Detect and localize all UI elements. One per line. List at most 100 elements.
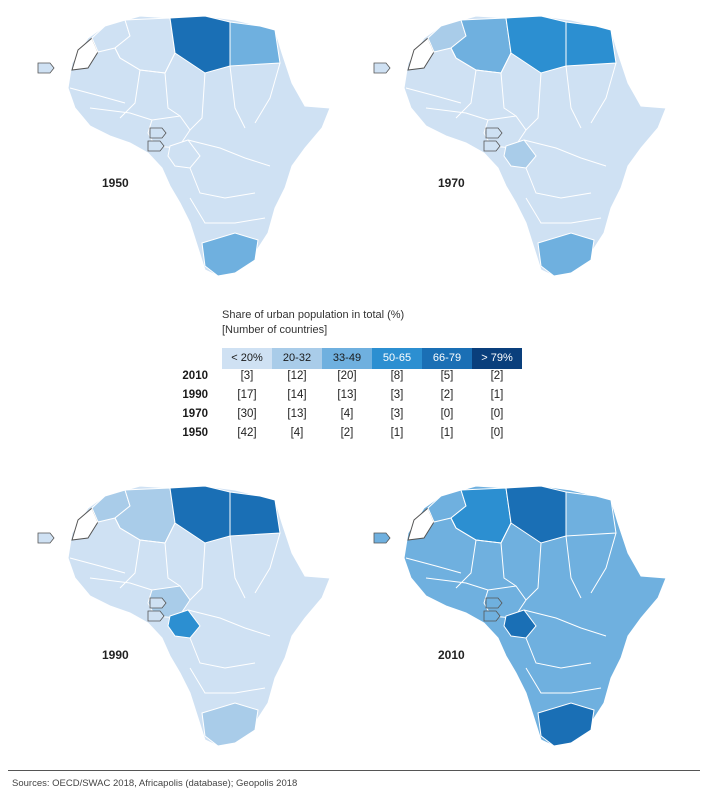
egypt-shape [565,491,617,537]
border-line [525,197,602,224]
africa-map-1970 [373,15,667,277]
sources-divider [8,770,700,771]
year-label-1990: 1990 [102,648,129,662]
legend-class-1: < 20% [222,348,272,369]
legend-class-6: > 79% [472,348,522,369]
border-line [425,107,489,121]
island-marker [147,140,165,152]
count-1970-6: [0] [490,408,504,420]
border-line [89,107,153,121]
border-line [525,72,542,131]
border-line [189,72,206,131]
legend-subtitle: [Number of countries] [222,324,328,336]
island-marker [37,62,55,74]
border-line [229,535,246,599]
africa-map-2010 [373,485,667,747]
border-line [500,542,517,587]
southafrica-shape [201,232,259,277]
count-1970-2: [13] [287,408,307,420]
border-line [525,637,592,669]
row-year-1970: 1970 [182,408,208,420]
legend-class-3: 33-49 [322,348,372,369]
border-line [565,65,582,129]
western-sahara-shape [407,507,435,541]
island-marker [373,62,391,74]
count-1950-1: [42] [237,427,257,439]
map-shapes [373,15,667,277]
map-shapes [37,15,331,277]
continent-shape [67,15,331,277]
count-2010-3: [20] [337,370,357,382]
map-panel-1950: 1950 [30,8,331,298]
continent-shape [67,485,331,747]
row-year-1990: 1990 [182,389,208,401]
count-1950-5: [1] [440,427,454,439]
border-line [523,139,607,167]
border-line [565,535,582,599]
border-line [69,87,126,104]
border-line [189,542,206,601]
map-panel-1970: 1970 [366,8,667,298]
border-line [525,542,542,601]
legend-title: Share of urban population in total (%) [222,309,405,321]
count-1950-4: [1] [390,427,404,439]
count-2010-2: [12] [287,370,307,382]
island-marker [37,532,55,544]
island-marker [485,597,503,609]
count-1990-2: [14] [287,389,307,401]
western-sahara-shape [71,37,99,71]
border-line [455,539,477,589]
western-sahara-shape [71,507,99,541]
count-1950-3: [2] [340,427,354,439]
border-line [405,87,462,104]
island-marker [373,532,391,544]
sources-note: Sources: OECD/SWAC 2018, Africapolis (da… [12,778,298,789]
island-marker [149,127,167,139]
africa-map-1990 [37,485,331,747]
border-line [254,532,281,594]
border-line [405,557,462,574]
year-label-1970: 1970 [438,176,465,190]
count-1990-3: [13] [337,389,357,401]
island-marker [147,610,165,622]
border-line [500,72,517,117]
count-1970-5: [0] [440,408,454,420]
legend-class-5: 66-79 [422,348,472,369]
border-line [590,62,617,124]
border-line [187,139,271,167]
count-1990-6: [1] [490,389,504,401]
southafrica-shape [201,702,259,747]
border-line [119,539,141,589]
southafrica-shape [537,232,595,277]
egypt-shape [229,21,281,67]
border-line [187,609,271,637]
map-panel-2010: 2010 [366,478,667,768]
egypt-shape [229,491,281,537]
legend-class-2: 20-32 [272,348,322,369]
border-line [119,69,141,119]
count-1950-6: [0] [490,427,504,439]
border-line [189,637,256,669]
border-line [164,72,181,117]
island-marker [483,140,501,152]
border-line [229,65,246,129]
year-label-2010: 2010 [438,648,465,662]
border-line [89,577,153,591]
count-2010-1: [3] [240,370,254,382]
legend-class-4: 50-65 [372,348,422,369]
border-line [523,609,607,637]
border-line [525,167,592,199]
border-line [425,577,489,591]
count-2010-6: [2] [490,370,504,382]
continent-shape [403,485,667,747]
count-1970-3: [4] [340,408,354,420]
border-line [164,542,181,587]
count-1950-2: [4] [290,427,304,439]
border-line [69,557,126,574]
map-panel-1990: 1990 [30,478,331,768]
island-marker [483,610,501,622]
border-line [189,197,266,224]
border-line [189,667,266,694]
southafrica-shape [537,702,595,747]
count-2010-5: [5] [440,370,454,382]
